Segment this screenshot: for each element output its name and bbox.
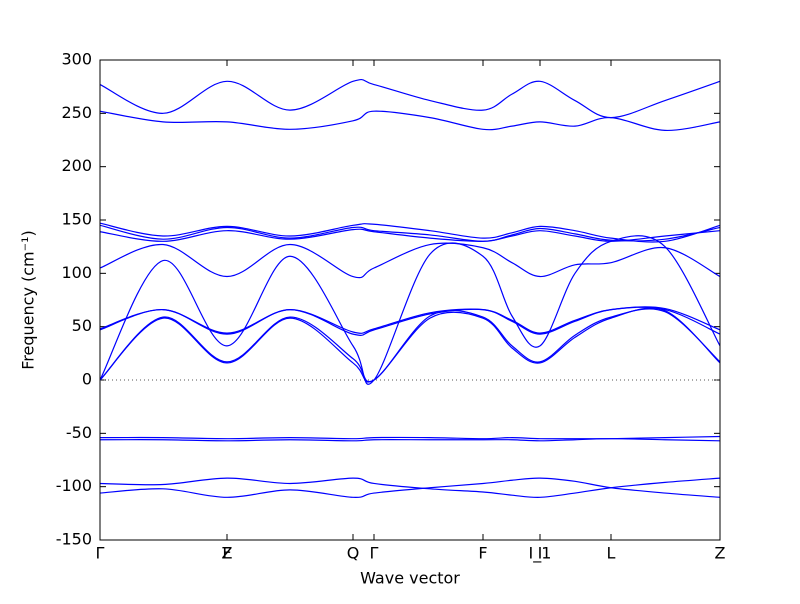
x-axis-label: Wave vector — [360, 569, 460, 588]
band-line — [99, 438, 721, 442]
x-tick-label: Γ — [96, 544, 105, 563]
y-tick-label: -100 — [56, 476, 92, 495]
y-tick-label: 100 — [61, 263, 92, 282]
band-line — [99, 477, 721, 498]
band-line — [99, 222, 721, 243]
x-tick-label: I — [538, 544, 543, 563]
y-tick-label: -50 — [66, 423, 92, 442]
y-tick-label: 150 — [61, 210, 92, 229]
y-tick-label: 200 — [61, 156, 92, 175]
x-tick-label: Γ — [370, 544, 379, 563]
x-tick-label: F — [222, 544, 231, 563]
band-line — [99, 306, 721, 336]
band-line — [99, 224, 721, 242]
band-line — [99, 308, 721, 383]
band-line — [99, 307, 721, 383]
x-tick-label: Q — [347, 544, 360, 563]
x-tick-label: L — [607, 544, 616, 563]
band-line — [99, 78, 721, 119]
band-line — [99, 228, 721, 242]
y-axis-label: Frequency (cm⁻¹) — [19, 230, 38, 369]
band-line — [99, 235, 721, 385]
plot-frame — [99, 59, 721, 541]
y-tick-label: 50 — [72, 316, 92, 335]
x-tick-label: Z — [715, 544, 726, 563]
band-line — [99, 110, 721, 132]
y-tick-label: -150 — [56, 530, 92, 549]
x-tick-label: F — [478, 544, 487, 563]
band-line — [99, 242, 721, 279]
x-tick-label: Z — [222, 544, 233, 563]
band-line — [99, 306, 721, 334]
x-tick-label: I_1 — [529, 544, 552, 564]
y-tick-label: 0 — [82, 370, 92, 389]
y-tick-label: 300 — [61, 50, 92, 69]
band-line — [99, 477, 721, 498]
y-tick-label: 250 — [61, 103, 92, 122]
